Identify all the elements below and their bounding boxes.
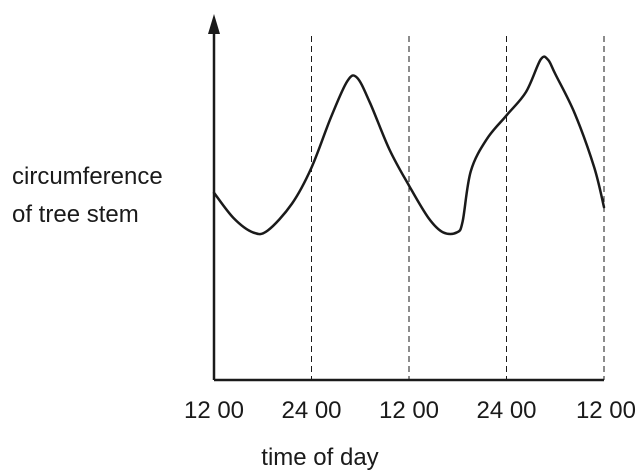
x-tick-labels: 12 00 24 00 12 00 24 00 12 00 — [184, 397, 636, 424]
y-axis-label-line-2: of tree stem — [12, 201, 139, 228]
x-tick-label-4: 12 00 — [576, 397, 636, 424]
series-line — [212, 55, 606, 236]
x-tick-label-1: 24 00 — [281, 397, 341, 424]
x-tick-label-0: 12 00 — [184, 397, 244, 424]
gridlines — [311, 36, 605, 380]
y-axis-arrowhead — [208, 14, 220, 34]
x-tick-label-2: 12 00 — [379, 397, 439, 424]
x-tick-label-3: 24 00 — [476, 397, 536, 424]
y-axis-label-line-1: circumference — [12, 163, 163, 190]
x-axis-label: time of day — [261, 444, 379, 471]
